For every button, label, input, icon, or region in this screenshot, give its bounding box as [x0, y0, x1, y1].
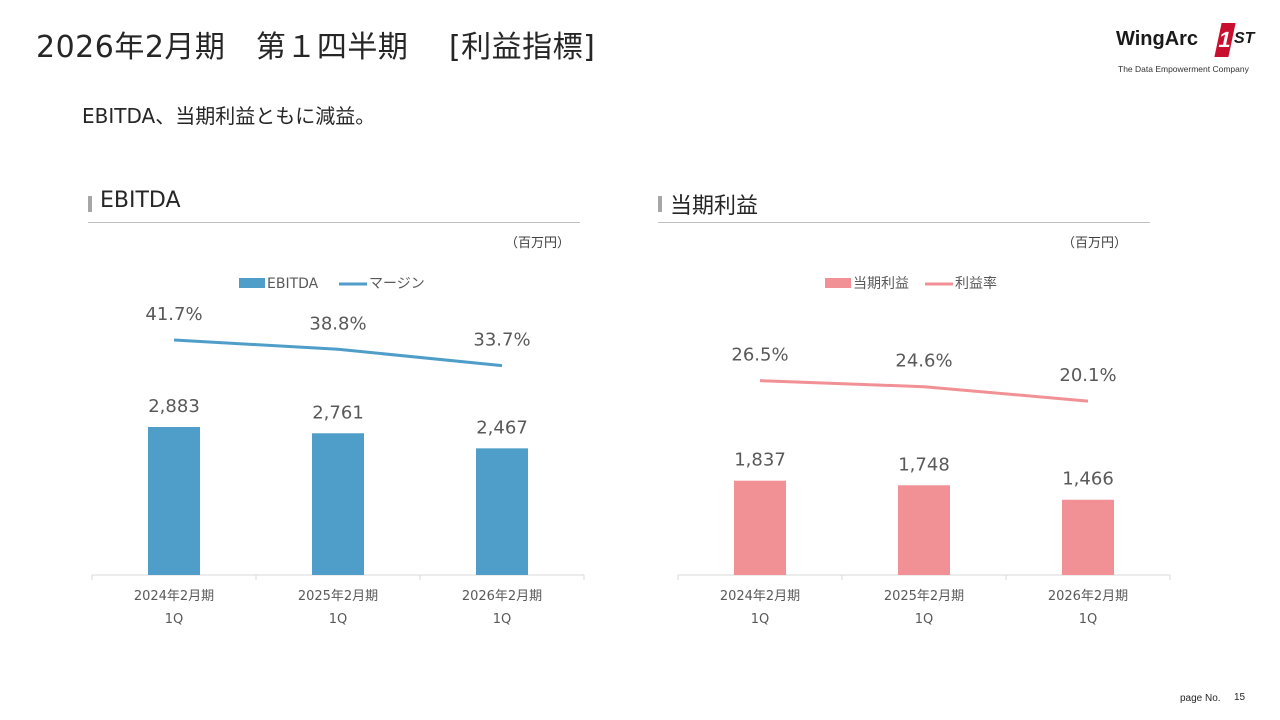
- series-line: [759, 379, 1089, 403]
- x-tick-label: 2025年2月期: [298, 589, 378, 604]
- bar: [734, 480, 786, 575]
- logo-name: WingArc: [1116, 28, 1199, 50]
- line-data-label: 38.8%: [309, 313, 366, 334]
- logo-tagline: The Data Empowerment Company: [1118, 64, 1249, 74]
- x-tick-label: 2026年2月期: [462, 589, 542, 604]
- bar-data-label: 2,761: [312, 402, 364, 423]
- x-tick-label: 2024年2月期: [720, 589, 800, 604]
- company-logo: WingArc 1 ST The Data Empowerment Compan…: [1110, 22, 1260, 78]
- x-tick-sublabel: 1Q: [165, 612, 184, 627]
- profit-panel-title: 当期利益: [670, 194, 759, 219]
- line-data-label: 24.6%: [895, 351, 952, 372]
- page-number: 15: [1234, 692, 1246, 703]
- panel-divider: [658, 222, 1150, 223]
- bar: [312, 433, 364, 575]
- page-number-label: page No.: [1180, 693, 1221, 704]
- bar-data-label: 2,467: [476, 417, 528, 438]
- x-tick-label: 2025年2月期: [884, 589, 964, 604]
- chart-legend: 当期利益 利益率: [825, 275, 997, 292]
- series-line: [173, 338, 503, 368]
- profit-chart: 当期利益 利益率 1,837 2024年2月期 1Q 1,748 2025年2月期 1Q 1,4…: [677, 275, 1171, 627]
- x-tick-label: 2026年2月期: [1048, 589, 1128, 604]
- bar-data-label: 2,883: [148, 396, 200, 417]
- bar: [476, 448, 528, 575]
- legend-label: マージン: [369, 276, 425, 292]
- x-tick-sublabel: 1Q: [493, 612, 512, 627]
- ebitda-unit-label: （百万円）: [505, 236, 571, 251]
- legend-label: 利益率: [955, 275, 997, 292]
- logo-mark: 1: [1214, 23, 1236, 57]
- line-data-label: 20.1%: [1059, 365, 1116, 386]
- logo-suffix: ST: [1234, 30, 1255, 47]
- x-tick-sublabel: 1Q: [751, 612, 770, 627]
- panel-title-marker: [88, 196, 92, 212]
- ebitda-chart: EBITDA マージン 2,883 2024年2月期 1Q 2,761 2025年2月期 1Q…: [91, 276, 585, 627]
- panel-title-marker: [658, 196, 662, 212]
- x-tick-label: 2024年2月期: [134, 589, 214, 604]
- legend-bar-swatch: [825, 278, 851, 288]
- bar: [1062, 499, 1114, 575]
- line-data-label: 41.7%: [145, 304, 202, 325]
- summary-text: EBITDA、当期利益ともに減益。: [82, 104, 376, 128]
- profit-unit-label: （百万円）: [1062, 236, 1128, 251]
- panel-divider: [88, 222, 580, 223]
- line-data-label: 26.5%: [731, 345, 788, 366]
- slide-title: 2026年2月期 第１四半期 [利益指標]: [36, 30, 596, 65]
- x-tick-sublabel: 1Q: [915, 612, 934, 627]
- line-data-label: 33.7%: [473, 330, 530, 351]
- ebitda-panel-title: EBITDA: [100, 188, 181, 213]
- x-tick-sublabel: 1Q: [329, 612, 348, 627]
- bar-data-label: 1,748: [898, 454, 950, 475]
- bar: [148, 427, 200, 575]
- legend-label: 当期利益: [853, 276, 909, 292]
- legend-label: EBITDA: [267, 276, 319, 292]
- bar-data-label: 1,466: [1062, 469, 1114, 490]
- bar-data-label: 1,837: [734, 450, 786, 471]
- bar: [898, 485, 950, 575]
- legend-bar-swatch: [239, 278, 265, 288]
- chart-legend: EBITDA マージン: [239, 276, 425, 292]
- x-tick-sublabel: 1Q: [1079, 612, 1098, 627]
